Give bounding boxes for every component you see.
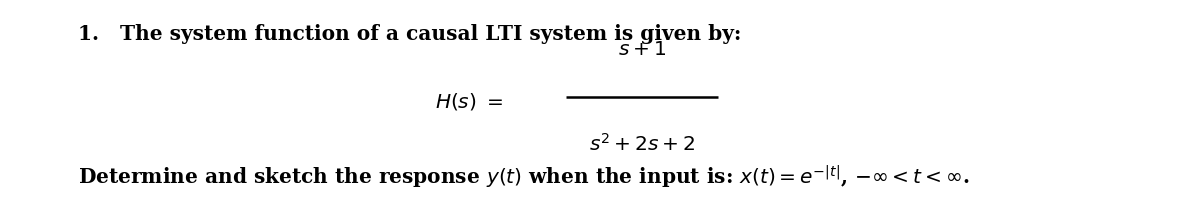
Text: $s + 1$: $s + 1$ <box>618 39 666 58</box>
Text: Determine and sketch the response $y(t)$ when the input is: $x(t) = e^{-|t|}$, $: Determine and sketch the response $y(t)$… <box>78 163 970 190</box>
Text: $s^2 + 2s + 2$: $s^2 + 2s + 2$ <box>589 133 695 154</box>
Text: 1.   The system function of a causal LTI system is given by:: 1. The system function of a causal LTI s… <box>78 24 742 44</box>
Text: $H(s)\ =$: $H(s)\ =$ <box>436 90 504 112</box>
